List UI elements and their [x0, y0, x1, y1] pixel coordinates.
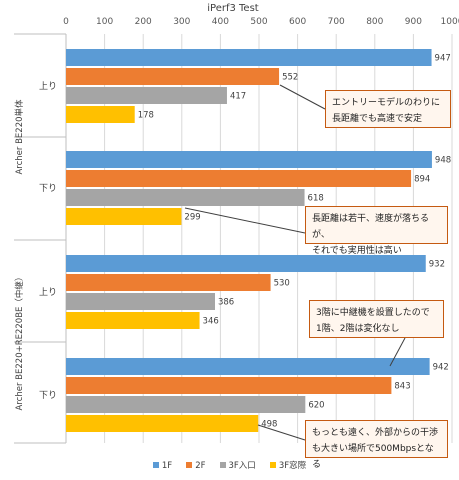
callout-leader — [184, 207, 306, 234]
legend-label: 2F — [195, 461, 206, 471]
bar — [66, 255, 426, 272]
callout-line: もっとも遠く、外部からの干渉 — [312, 428, 439, 438]
legend-item: 1F — [152, 461, 173, 471]
legend-label: 1F — [161, 461, 173, 471]
legend-swatch — [219, 462, 226, 468]
callout-box: もっとも遠く、外部からの干渉も大きい場所で500Mbpsとなる — [305, 420, 448, 470]
legend-swatch — [269, 462, 276, 468]
callout-line: も大きい場所で500Mbpsとなる — [312, 444, 434, 470]
data-label: 530 — [274, 279, 290, 289]
legend-item: 2F — [186, 461, 206, 471]
legend-swatch — [152, 462, 159, 468]
data-label: 948 — [435, 156, 451, 166]
x-tick-label: 0 — [63, 17, 69, 27]
bar — [66, 87, 227, 104]
x-tick-label: 200 — [135, 17, 152, 27]
data-label: 417 — [230, 92, 246, 102]
legend-label: 3F入口 — [228, 461, 256, 471]
data-label: 299 — [184, 213, 200, 223]
callout-leader — [257, 424, 306, 441]
data-label: 932 — [429, 260, 445, 270]
x-tick-label: 400 — [212, 17, 229, 27]
bar — [66, 293, 215, 310]
legend-swatch — [186, 462, 193, 468]
bar — [66, 377, 392, 394]
data-label: 947 — [435, 54, 451, 64]
x-tick-label: 500 — [250, 17, 267, 27]
bar — [66, 312, 200, 329]
bar — [66, 106, 135, 123]
data-label: 620 — [308, 401, 324, 411]
section-label: Archer BE220単体 — [14, 99, 25, 175]
callout-line: 1階、2階は変化なし — [316, 324, 400, 334]
callout-line: 3階に中継機を設置したので — [316, 308, 430, 318]
data-label: 843 — [394, 382, 410, 392]
bars — [66, 49, 432, 432]
data-label: 942 — [433, 363, 449, 373]
x-tick-label: 1000 — [441, 17, 459, 27]
data-label: 618 — [308, 194, 324, 204]
callout-leader — [279, 84, 326, 110]
callout-leader-lines — [184, 84, 406, 441]
group-label: 上り — [39, 81, 57, 92]
x-tick-label: 800 — [366, 17, 383, 27]
data-labels: 947 552 417 178 948 894 618 299 932 530 386 346 942 8… — [138, 54, 451, 430]
callout-leader — [389, 337, 406, 367]
bar — [66, 396, 306, 413]
data-label: 346 — [203, 317, 219, 327]
legend-item: 3F入口 — [219, 459, 256, 471]
group-label: 下り — [39, 183, 57, 194]
legend-label: 3F窓際 — [278, 461, 307, 471]
callout-box: 3階に中継機を設置したので 1階、2階は変化なし — [309, 300, 444, 338]
callout-box: エントリーモデルのわりに 長距離でも高速で安定 — [325, 90, 451, 128]
bar — [66, 68, 280, 85]
callout-line: 長距離は若干、速度が落ちるが、 — [312, 214, 430, 240]
group-label: 下り — [39, 390, 57, 401]
bar — [66, 170, 412, 187]
data-label: 178 — [138, 111, 154, 121]
bar — [66, 274, 271, 291]
callout-line: それでも実用性は高い — [312, 246, 402, 256]
bar — [66, 49, 432, 66]
bar — [66, 189, 305, 206]
legend-item: 3F窓際 — [269, 459, 307, 471]
bar — [66, 415, 259, 432]
data-label: 386 — [218, 298, 234, 308]
callout-box: 長距離は若干、速度が落ちるが、それでも実用性は高い — [305, 206, 448, 256]
x-tick-label: 600 — [289, 17, 306, 27]
bar — [66, 151, 432, 168]
data-label: 552 — [282, 73, 298, 83]
data-label: 894 — [414, 175, 430, 185]
x-tick-label: 700 — [328, 17, 345, 27]
callout-line: 長距離でも高速で安定 — [332, 114, 423, 124]
bar — [66, 358, 430, 375]
bar — [66, 208, 182, 225]
group-label: 上り — [39, 287, 57, 298]
x-tick-label: 300 — [173, 17, 190, 27]
data-label: 498 — [261, 420, 277, 430]
x-axis-ticks: 0 100 200 300 400 500 600 700 800 900 1000 — [63, 17, 459, 27]
section-label: Archer BE220+RE220BE（中継） — [14, 273, 25, 411]
legend: 1F 2F 3F入口 3F窓際 — [0, 459, 459, 471]
x-tick-label: 100 — [96, 17, 113, 27]
x-tick-label: 900 — [405, 17, 422, 27]
chart-title: iPerf3 Test — [207, 3, 259, 14]
callout-line: エントリーモデルのわりに — [332, 98, 441, 108]
